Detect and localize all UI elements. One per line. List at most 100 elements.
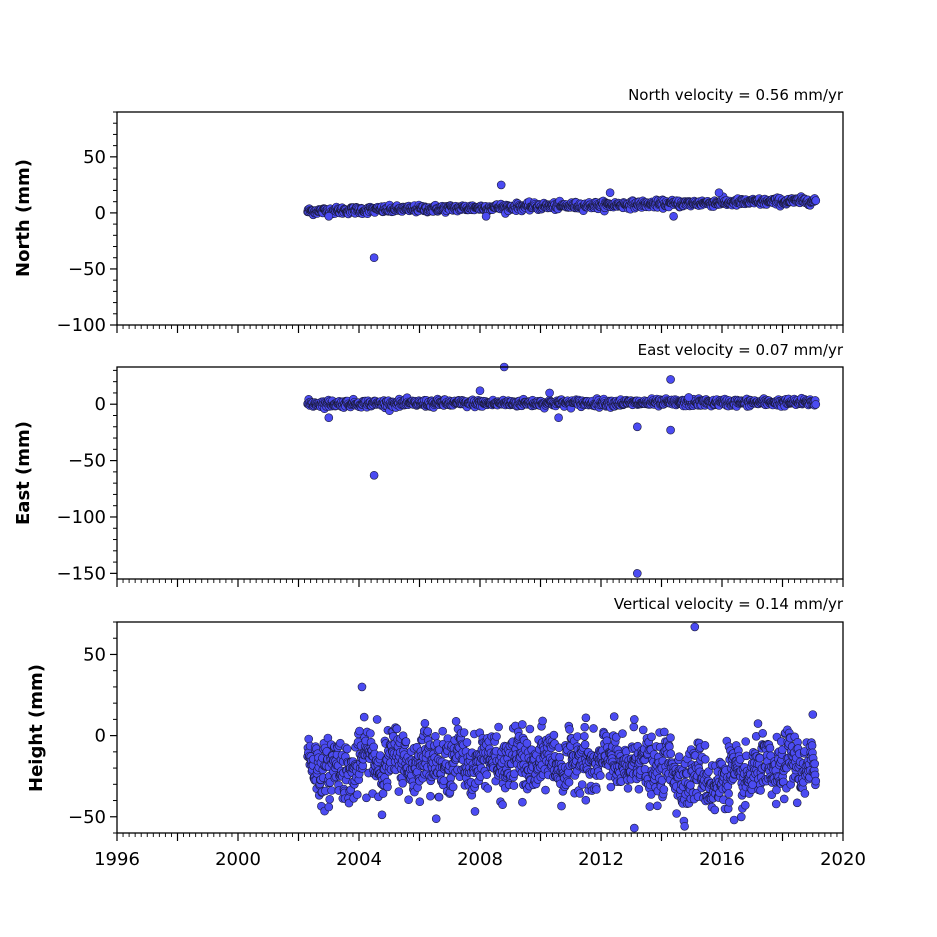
height-point — [420, 718, 430, 728]
height-y-axis-label: Height (mm) — [26, 664, 47, 792]
height-point — [700, 754, 710, 764]
height-point — [394, 787, 404, 796]
height-outlier-point — [372, 715, 382, 724]
height-point — [758, 728, 768, 738]
height-point — [431, 731, 440, 741]
height-point — [680, 821, 689, 831]
height-point — [589, 724, 598, 733]
height-point — [771, 799, 781, 809]
height-point — [325, 794, 335, 804]
height-point — [564, 777, 574, 787]
height-point — [740, 800, 750, 810]
height-point — [565, 725, 574, 734]
height-x-tick-label: 2000 — [215, 849, 261, 870]
height-point — [577, 780, 587, 789]
height-point — [618, 729, 627, 738]
height-point — [810, 759, 820, 769]
height-point — [451, 716, 461, 726]
east-outlier-point — [632, 569, 642, 578]
height-point — [736, 812, 746, 822]
north-outlier-point — [605, 188, 615, 197]
height-point — [327, 786, 336, 795]
height-point — [800, 789, 810, 798]
height-point — [304, 734, 314, 744]
height-x-tick-label: 2020 — [820, 849, 866, 870]
height-outlier-point — [518, 797, 527, 807]
height-y-tick-label: 0 — [95, 726, 106, 747]
height-point — [710, 805, 720, 815]
height-point — [645, 802, 655, 811]
east-outlier-point — [475, 386, 485, 396]
height-point — [470, 807, 480, 816]
height-point — [765, 743, 775, 753]
height-point — [431, 814, 441, 824]
east-outlier-point — [369, 470, 379, 480]
north-velocity-annotation: North velocity = 0.56 mm/yr — [628, 86, 844, 104]
height-point — [674, 752, 684, 762]
height-point — [434, 792, 444, 802]
height-point — [700, 740, 710, 750]
height-axes-frame — [116, 621, 844, 834]
height-point — [423, 727, 433, 736]
east-y-axis-label: East (mm) — [13, 421, 34, 525]
height-outlier-point — [581, 713, 591, 723]
height-point — [377, 810, 387, 820]
height-point — [404, 795, 413, 805]
north-y-tick-label: 0 — [95, 203, 106, 224]
east-y-tick-label: −100 — [57, 507, 106, 528]
height-point — [811, 776, 821, 786]
height-point — [538, 716, 547, 726]
height-point — [638, 725, 648, 735]
north-y-tick-label: −50 — [68, 259, 106, 280]
east-points — [303, 362, 821, 578]
height-point — [549, 730, 559, 740]
north-outlier-point — [481, 212, 491, 221]
height-point — [686, 780, 695, 790]
height-x-tick-label: 2008 — [457, 849, 503, 870]
north-points — [303, 180, 821, 263]
height-point — [741, 737, 751, 746]
height-y-tick-label: −50 — [68, 807, 106, 828]
north-outlier-point — [714, 188, 724, 197]
east-outlier-point — [545, 388, 554, 398]
height-point — [756, 786, 765, 795]
height-point — [494, 722, 503, 732]
height-x-tick-label: 2012 — [578, 849, 624, 870]
height-point — [609, 712, 619, 721]
height-point — [580, 731, 589, 741]
east-outlier-point — [666, 375, 675, 384]
height-point — [342, 744, 352, 754]
height-point — [623, 783, 633, 793]
north-outlier-point — [369, 253, 379, 263]
height-point — [366, 729, 375, 738]
east-outlier-point — [666, 425, 675, 435]
height-point — [525, 724, 535, 734]
north-panel: North velocity = 0.56 mm/yr North (mm) −… — [13, 86, 844, 336]
height-point — [659, 785, 669, 794]
height-outlier-point — [357, 682, 367, 692]
north-point — [811, 196, 821, 205]
east-y-tick-label: 0 — [95, 394, 106, 415]
east-y-tick-label: −150 — [57, 563, 106, 584]
height-outlier-point — [672, 809, 681, 818]
height-point — [398, 778, 408, 788]
east-velocity-annotation: East velocity = 0.07 mm/yr — [638, 341, 844, 359]
height-point — [415, 797, 425, 807]
height-point — [483, 784, 493, 793]
height-point — [592, 785, 601, 794]
height-point — [369, 742, 379, 752]
height-point — [659, 727, 669, 737]
north-axes: −100 −50 0 50 — [57, 111, 844, 336]
height-point — [629, 722, 639, 732]
height-point — [459, 728, 469, 737]
height-point — [792, 798, 802, 808]
height-point — [448, 782, 458, 792]
height-point — [755, 753, 765, 763]
height-outlier-point — [729, 815, 739, 825]
height-point — [724, 789, 733, 798]
height-point — [575, 789, 585, 798]
height-point — [653, 801, 662, 811]
height-point — [647, 732, 656, 742]
height-x-tick-label: 2004 — [336, 849, 382, 870]
